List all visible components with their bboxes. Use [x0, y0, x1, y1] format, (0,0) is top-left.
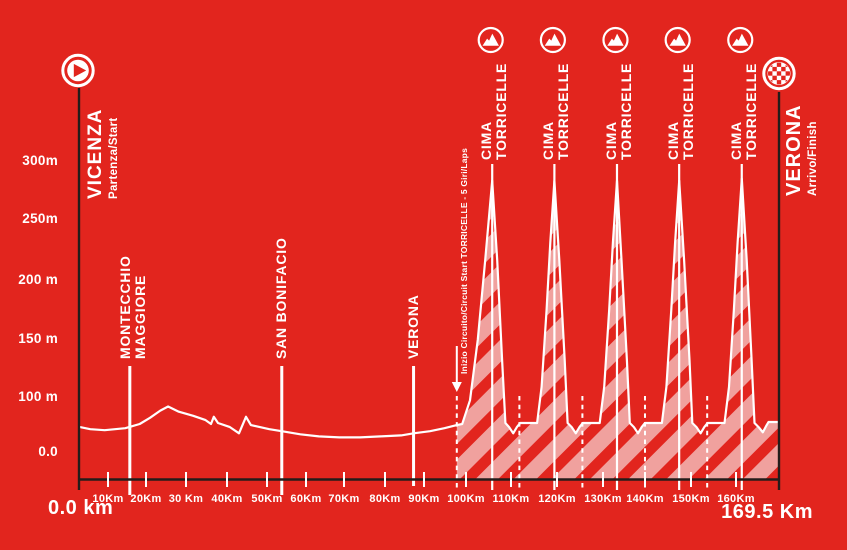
waypoint-label: MONTECCHIO MAGGIORE — [117, 255, 148, 359]
mountain-icon — [539, 26, 566, 54]
x-axis-tick-label: 160Km — [717, 493, 755, 505]
x-axis-tick-label: 110Km — [492, 493, 530, 505]
elevation-profile-line — [78, 177, 780, 439]
x-axis-tick-label: 100Km — [447, 493, 485, 505]
finish-city-label: VERONA — [783, 104, 805, 196]
finish-km-label: 169.5 Km — [721, 501, 813, 523]
mountain-icon — [664, 26, 691, 54]
climb-label: CIMA TORRICELLE — [478, 62, 509, 160]
x-axis-tick-label: 30 Km — [168, 493, 204, 505]
start-subtitle-label: Partenza/Start — [108, 117, 120, 199]
y-axis-label: 200 m — [18, 272, 58, 287]
start-city-label: VICENZA — [85, 108, 106, 199]
x-axis-tick-label: 120Km — [538, 493, 576, 505]
y-axis-label: 250m — [22, 211, 58, 226]
start-km-label: 0.0 km — [48, 497, 114, 519]
finish-subtitle-label: Arrivo/Finish — [807, 121, 819, 196]
y-axis-label: 100 m — [18, 389, 58, 404]
x-axis-tick-label: 20Km — [130, 493, 162, 505]
mountain-icon — [727, 26, 754, 54]
checkered-flag-icon — [762, 56, 796, 91]
y-axis-label: 300m — [22, 153, 58, 168]
x-axis-tick-label: 80Km — [369, 493, 401, 505]
x-axis-tick-label: 70Km — [328, 493, 360, 505]
circuit-start-arrow-icon — [451, 346, 462, 392]
climb-label: CIMA TORRICELLE — [540, 62, 571, 160]
climb-label: CIMA TORRICELLE — [727, 62, 759, 160]
climb-label: CIMA TORRICELLE — [665, 62, 696, 160]
y-axis-label: 150 m — [18, 331, 58, 346]
x-axis-tick-label: 130Km — [584, 493, 622, 505]
waypoint-label: VERONA — [405, 294, 422, 359]
start-label-block: VICENZA Partenza/Start — [84, 109, 121, 199]
x-axis-tick-label: 150Km — [672, 493, 710, 505]
x-axis-tick-label: 140Km — [626, 493, 664, 505]
mountain-icon — [602, 26, 629, 54]
x-axis-tick-label: 10Km — [92, 493, 124, 505]
circuit-start-note: Inizio Circuito/Circuit Start TORRICELLE… — [459, 148, 469, 374]
finish-label-block: VERONA Arrivo/Finish — [783, 104, 820, 196]
play-icon — [61, 53, 95, 88]
mountain-icon — [477, 26, 504, 54]
x-axis-tick-label: 90Km — [408, 493, 440, 505]
waypoint-label: SAN BONIFACIO — [273, 237, 290, 359]
y-axis-label: 0.0 — [38, 444, 58, 459]
x-axis-tick-label: 60Km — [290, 493, 322, 505]
x-axis-tick-label: 40Km — [211, 493, 243, 505]
x-axis-tick-label: 50Km — [251, 493, 283, 505]
climb-label: CIMA TORRICELLE — [603, 62, 634, 160]
